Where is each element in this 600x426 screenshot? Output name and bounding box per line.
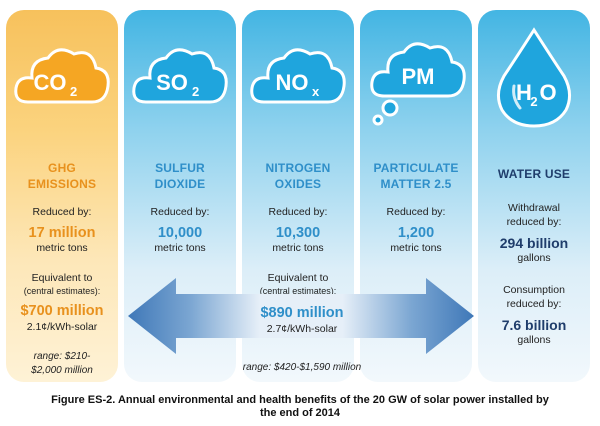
nox-title-line2: OXIDES xyxy=(274,177,322,191)
nox-cloud-icon: NO x xyxy=(250,48,346,104)
ghg-range-line2: $2,000 million xyxy=(31,365,93,376)
pm-title-line2: MATTER 2.5 xyxy=(380,177,452,191)
ghg-amount: 17 million xyxy=(28,225,96,241)
nox-unit: metric tons xyxy=(272,242,324,254)
pm-reduced-label: Reduced by: xyxy=(386,206,446,218)
water-title: WATER USE xyxy=(497,167,571,181)
ghg-value: $700 million xyxy=(20,303,104,319)
water-withdrawal-amount: 294 billion xyxy=(499,235,569,251)
nox-icon-label: NO xyxy=(276,70,309,95)
pm-unit: metric tons xyxy=(390,242,442,254)
ghg-equivalent-label: Equivalent to xyxy=(31,272,93,284)
so2-amount: 10,000 xyxy=(157,225,203,241)
ghg-unit: metric tons xyxy=(36,242,88,254)
water-withdrawal-unit: gallons xyxy=(517,252,551,264)
so2-icon-label: SO xyxy=(156,70,188,95)
pm-cloud-icon: PM xyxy=(370,42,466,126)
so2-reduced-label: Reduced by: xyxy=(150,206,210,218)
so2-title-line1: SULFUR xyxy=(155,161,205,175)
caption-line1: Figure ES-2. Annual environmental and he… xyxy=(51,394,549,406)
nox-rate: 2.7¢/kWh-solar xyxy=(266,323,338,335)
so2-unit: metric tons xyxy=(154,242,206,254)
co2-icon-label: CO xyxy=(34,70,67,95)
h2o-icon-label: H xyxy=(516,80,532,105)
nox-reduced-label: Reduced by: xyxy=(268,206,328,218)
pm-amount: 1,200 xyxy=(397,225,435,241)
figure-caption: Figure ES-2. Annual environmental and he… xyxy=(20,394,580,420)
water-consumption-unit: gallons xyxy=(517,334,551,346)
h2o-icon-tail: O xyxy=(539,80,556,105)
water-consumption-line1: Consumption xyxy=(503,284,565,296)
water-drop-icon: H 2 O xyxy=(497,27,571,128)
double-arrow xyxy=(128,278,474,354)
ghg-reduced-label: Reduced by: xyxy=(32,206,92,218)
caption-line2: the end of 2014 xyxy=(259,407,341,419)
nox-title-line1: NITROGEN xyxy=(265,161,331,175)
h2o-icon-subscript: 2 xyxy=(530,94,537,109)
co2-icon-subscript: 2 xyxy=(70,84,77,99)
ghg-title-line1: GHG xyxy=(48,161,76,175)
ghg-central-estimates: (central estimates): xyxy=(23,286,101,296)
ghg-column: CO 2 GHG EMISSIONS Reduced by: 17 millio… xyxy=(6,10,118,382)
nox-equivalent-label: Equivalent to xyxy=(267,272,329,284)
pm-title-line1: PARTICULATE xyxy=(373,161,459,175)
so2-title-line2: DIOXIDE xyxy=(154,177,206,191)
water-column: H 2 O WATER USE Withdrawal reduced by: 2… xyxy=(478,10,590,382)
water-withdrawal-line1: Withdrawal xyxy=(508,202,560,214)
nox-icon-subscript: x xyxy=(312,84,320,99)
nox-range: range: $420-$1,590 million xyxy=(242,362,362,373)
water-consumption-amount: 7.6 billion xyxy=(501,317,567,333)
nox-central-estimates: (central estimates): xyxy=(259,286,337,296)
water-withdrawal-line2: reduced by: xyxy=(506,216,562,228)
ghg-range-line1: range: $210- xyxy=(33,351,91,362)
ghg-title-line2: EMISSIONS xyxy=(27,177,97,191)
ghg-rate: 2.1¢/kWh-solar xyxy=(26,321,98,333)
nox-amount: 10,300 xyxy=(275,225,321,241)
co2-cloud-icon: CO 2 xyxy=(14,48,110,104)
so2-icon-subscript: 2 xyxy=(192,84,199,99)
nox-value: $890 million xyxy=(260,305,344,321)
water-consumption-line2: reduced by: xyxy=(506,298,562,310)
so2-cloud-icon: SO 2 xyxy=(132,48,228,104)
pm-icon-label: PM xyxy=(402,64,435,89)
